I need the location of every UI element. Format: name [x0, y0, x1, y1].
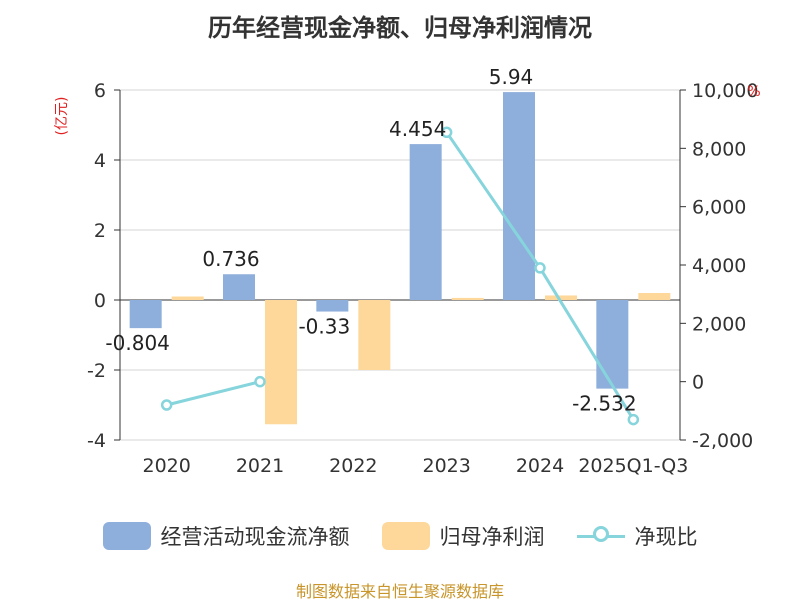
right-tick-label: 4,000: [692, 255, 746, 277]
cash-ratio-point[interactable]: [440, 126, 453, 139]
net-profit-bar[interactable]: [265, 300, 297, 425]
legend: 经营活动现金流净额 归母净利润 净现比: [0, 518, 800, 554]
source-note: 制图数据来自恒生聚源数据库: [295, 582, 504, 601]
cash-ratio-point[interactable]: [160, 399, 173, 411]
net-profit-bar[interactable]: [638, 293, 671, 300]
legend-swatch-operating-cash-flow: [102, 522, 151, 550]
left-tick-label: 0: [94, 290, 106, 312]
net-profit-bar[interactable]: [358, 300, 391, 370]
bars: [129, 92, 671, 425]
line-series: [160, 126, 640, 426]
operating-cash-flow-bar[interactable]: [503, 92, 535, 300]
legend-swatch-net-profit: [381, 522, 430, 550]
cash-ratio-point[interactable]: [254, 375, 266, 388]
net-profit-bar[interactable]: [545, 295, 577, 300]
left-tick-label: 4: [94, 150, 106, 172]
bar-data-label: 4.454: [389, 117, 446, 141]
left-tick-label: -4: [87, 430, 106, 452]
operating-cash-flow-bar[interactable]: [129, 300, 162, 329]
bar-data-label: 0.736: [202, 247, 259, 271]
left-tick-label: -2: [87, 360, 106, 382]
x-tick-label: 2024: [516, 455, 564, 477]
right-axis-unit: %: [747, 84, 760, 100]
right-tick-label: 2,000: [692, 313, 746, 335]
right-tick-label: -2,000: [692, 430, 753, 452]
right-tick-label: 8,000: [692, 138, 746, 160]
x-axis: 2020 2021 2022 2023 2024 2025Q1-Q3: [120, 299, 688, 477]
bar-data-label: -0.804: [105, 331, 169, 355]
operating-cash-flow-bar[interactable]: [223, 274, 255, 300]
legend-label-operating-cash-flow: 经营活动现金流净额: [160, 525, 350, 549]
bar-labels: -0.804 0.736 -0.33 4.454 5.94 -2.532: [105, 65, 636, 416]
cash-ratio-line-segment: [166, 380, 261, 407]
bar-data-label: 5.94: [489, 65, 534, 89]
cash-ratio-line-segment: [538, 267, 635, 421]
x-tick-label: 2025Q1-Q3: [578, 455, 688, 477]
net-profit-bar[interactable]: [171, 296, 204, 301]
legend-item-net-profit[interactable]: 归母净利润: [381, 521, 545, 551]
left-axis-unit: (亿元): [54, 97, 70, 136]
operating-cash-flow-bar[interactable]: [409, 144, 442, 300]
x-tick-label: 2020: [142, 455, 190, 477]
left-tick-label: 2: [94, 220, 106, 242]
cash-ratio-point[interactable]: [534, 262, 546, 274]
operating-cash-flow-bar[interactable]: [596, 300, 629, 389]
right-tick-label: 10,000: [692, 80, 758, 102]
x-tick-label: 2022: [329, 455, 377, 477]
left-tick-label: 6: [94, 80, 106, 102]
cash-ratio-point[interactable]: [627, 413, 640, 426]
legend-label-cash-ratio: 净现比: [634, 525, 698, 549]
x-tick-label: 2021: [236, 455, 284, 477]
bar-data-label: -2.532: [572, 392, 636, 416]
legend-item-operating-cash-flow[interactable]: 经营活动现金流净额: [102, 521, 350, 551]
right-tick-label: 6,000: [692, 197, 746, 219]
cash-ratio-line-segment: [445, 131, 542, 269]
net-profit-bar[interactable]: [451, 297, 484, 300]
legend-line-icon: [576, 522, 625, 550]
legend-label-net-profit: 归母净利润: [439, 525, 545, 549]
left-axis: 6 4 2 0 -2 -4: [87, 80, 121, 452]
legend-item-cash-ratio[interactable]: 净现比: [576, 521, 698, 551]
bar-data-label: -0.33: [298, 315, 350, 339]
chart-title: 历年经营现金净额、归母净利润情况: [208, 14, 592, 42]
x-tick-label: 2023: [422, 455, 470, 477]
right-axis: 10,000 8,000 6,000 4,000 2,000 0 -2,000: [679, 80, 758, 452]
operating-cash-flow-bar[interactable]: [316, 300, 349, 312]
right-tick-label: 0: [692, 372, 704, 394]
